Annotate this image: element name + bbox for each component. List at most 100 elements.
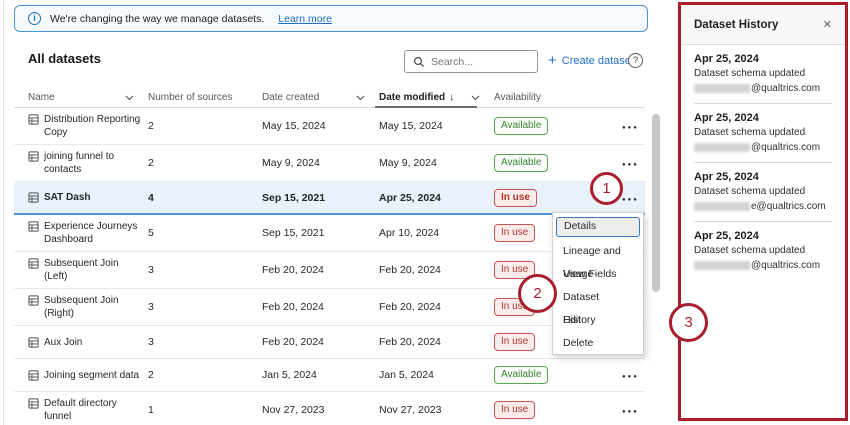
- row-context-menu: Details Lineage and Usage View Fields Datas…: [552, 212, 644, 355]
- dataset-name-cell[interactable]: Experience Journeys Dashboard: [28, 215, 148, 251]
- table-row[interactable]: Subsequent Join (Left) 3 Feb 20, 2024 Feb 2…: [14, 252, 645, 289]
- page-left-edge: [3, 0, 4, 425]
- dataset-created-cell: Feb 20, 2024: [262, 336, 324, 348]
- dataset-name-cell[interactable]: SAT Dash: [28, 186, 148, 209]
- dataset-created-cell: Feb 20, 2024: [262, 301, 324, 313]
- chevron-down-icon[interactable]: [356, 95, 365, 101]
- availability-badge: Available: [494, 154, 549, 172]
- row-actions-icon[interactable]: ●●●: [622, 162, 639, 168]
- menu-item-dataset-history[interactable]: Dataset History: [563, 291, 600, 326]
- availability-badge: In use: [494, 224, 536, 242]
- menu-item-view-fields[interactable]: View Fields: [563, 268, 617, 280]
- chevron-down-icon[interactable]: [125, 95, 134, 101]
- dataset-sources-cell: 1: [148, 404, 154, 416]
- menu-item-edit[interactable]: Edit: [563, 314, 582, 326]
- availability-cell: Available: [494, 361, 622, 389]
- dataset-created-cell: May 15, 2024: [262, 120, 326, 132]
- menu-item-lineage-and-usage[interactable]: Lineage and Usage: [563, 245, 621, 280]
- dataset-modified-cell: May 9, 2024: [379, 157, 437, 169]
- chevron-down-icon[interactable]: [471, 95, 480, 101]
- history-entry: Apr 25, 2024 Dataset schema updated @qualt…: [694, 104, 832, 163]
- panel-title: Dataset History: [694, 18, 779, 31]
- annotation-circle-3: 3: [669, 303, 708, 342]
- availability-cell: In use: [494, 256, 622, 284]
- availability-cell: Available: [494, 149, 622, 177]
- availability-badge: In use: [494, 261, 536, 279]
- history-entry-date: Apr 25, 2024: [694, 171, 759, 183]
- column-header-availability: Availability: [494, 92, 542, 103]
- history-entry-date: Apr 25, 2024: [694, 53, 759, 65]
- actions-cell: ●●●: [622, 152, 645, 174]
- column-header-name[interactable]: Name: [28, 92, 148, 103]
- row-actions-icon[interactable]: ●●●: [622, 374, 639, 380]
- dataset-created-cell: Feb 20, 2024: [262, 264, 324, 276]
- dataset-name: Distribution Reporting Copy: [44, 114, 141, 138]
- history-entry: Apr 25, 2024 Dataset schema updated @qualt…: [694, 45, 832, 104]
- banner-message: We're changing the way we manage dataset…: [50, 12, 265, 25]
- dataset-name-cell[interactable]: Distribution Reporting Copy: [28, 108, 148, 144]
- search-input[interactable]: [431, 55, 521, 68]
- dataset-name-cell[interactable]: Joining segment data: [28, 364, 148, 387]
- create-dataset-label: Create dataset: [561, 54, 634, 67]
- panel-header: Dataset History ✕: [681, 5, 845, 45]
- history-entry: Apr 25, 2024 Dataset schema updated @qualt…: [694, 222, 832, 280]
- dataset-sources-cell: 4: [148, 191, 154, 204]
- table-row[interactable]: Joining segment data 2 Jan 5, 2024 Jan 5, 2…: [14, 359, 645, 392]
- history-entries: Apr 25, 2024 Dataset schema updated @qualt…: [681, 45, 845, 280]
- table-row[interactable]: Default directory funnel 1 Nov 27, 2023 Nov…: [14, 392, 645, 425]
- dataset-history-panel: Dataset History ✕ Apr 25, 2024 Dataset sc…: [678, 2, 848, 421]
- dataset-sources-cell: 3: [148, 301, 154, 313]
- dataset-icon: [28, 295, 39, 306]
- dataset-modified-cell: Apr 10, 2024: [379, 227, 440, 239]
- redacted-email-name: [694, 143, 750, 152]
- dataset-modified-cell: Feb 20, 2024: [379, 301, 441, 313]
- annotation-circle-2: 2: [518, 274, 557, 313]
- menu-item-details[interactable]: Details: [556, 217, 640, 237]
- table-row[interactable]: Distribution Reporting Copy 2 May 15, 2024…: [14, 108, 645, 145]
- table-header: Name Number of sources Date created Date…: [14, 88, 645, 108]
- dataset-name-cell[interactable]: joining funnel to contacts: [28, 145, 148, 181]
- column-header-modified[interactable]: Date modified ↓: [379, 92, 494, 103]
- dataset-name-cell[interactable]: Aux Join: [28, 331, 148, 354]
- email-suffix: @qualtrics.com: [751, 83, 821, 94]
- search-box[interactable]: [404, 50, 538, 73]
- create-dataset-button[interactable]: + Create dataset: [548, 53, 634, 68]
- vertical-scrollbar[interactable]: [652, 114, 660, 292]
- dataset-name: Subsequent Join (Right): [44, 295, 119, 319]
- dataset-icon: [28, 369, 39, 381]
- dataset-created-cell: Sep 15, 2021: [262, 227, 325, 239]
- table-body: Distribution Reporting Copy 2 May 15, 2024…: [14, 108, 645, 425]
- dataset-name-cell[interactable]: Subsequent Join (Left): [28, 252, 148, 288]
- dataset-name-cell[interactable]: Subsequent Join (Right): [28, 289, 148, 325]
- info-icon: i: [28, 12, 41, 25]
- availability-cell: Available: [494, 112, 622, 140]
- history-entry-action: Dataset schema updated: [694, 186, 806, 197]
- row-actions-icon[interactable]: ●●●: [622, 125, 639, 131]
- learn-more-link[interactable]: Learn more: [278, 12, 332, 25]
- table-row[interactable]: Experience Journeys Dashboard 5 Sep 15, 20…: [14, 215, 645, 252]
- close-icon[interactable]: ✕: [822, 19, 832, 31]
- row-actions-icon[interactable]: ●●●: [622, 409, 639, 415]
- row-actions-icon[interactable]: ●●●: [622, 196, 639, 203]
- redacted-email-name: [694, 84, 750, 93]
- column-header-sources[interactable]: Number of sources: [148, 92, 233, 103]
- dataset-name-cell[interactable]: Default directory funnel: [28, 392, 148, 425]
- actions-cell: ●●●: [622, 187, 645, 209]
- history-entry: Apr 25, 2024 Dataset schema updated e@qual…: [694, 163, 832, 222]
- history-entry-date: Apr 25, 2024: [694, 112, 759, 124]
- help-icon[interactable]: ?: [628, 53, 643, 68]
- availability-badge: Available: [494, 117, 549, 135]
- table-row[interactable]: joining funnel to contacts 2 May 9, 2024 Ma…: [14, 145, 645, 182]
- column-header-created[interactable]: Date created: [262, 92, 379, 103]
- dataset-sources-cell: 5: [148, 227, 154, 239]
- dataset-sources-cell: 2: [148, 157, 154, 169]
- table-row[interactable]: SAT Dash 4 Sep 15, 2021 Apr 25, 2024 In use ●…: [14, 182, 645, 215]
- dataset-created-cell: Jan 5, 2024: [262, 369, 317, 381]
- search-icon: [413, 56, 425, 67]
- actions-cell: ●●●: [622, 115, 645, 137]
- sort-descending-icon: ↓: [449, 92, 455, 103]
- menu-item-delete[interactable]: Delete: [563, 337, 594, 349]
- actions-cell: ●●●: [622, 399, 645, 421]
- email-suffix: e@qualtrics.com: [751, 201, 826, 212]
